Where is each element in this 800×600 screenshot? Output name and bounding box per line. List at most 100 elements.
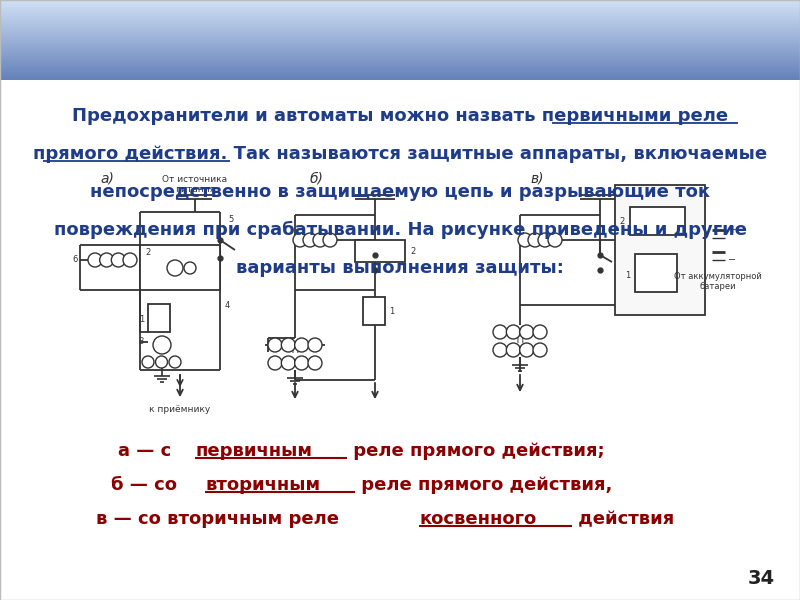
Text: ТТ: ТТ — [289, 345, 301, 355]
Circle shape — [142, 356, 154, 368]
Text: к приёмнику: к приёмнику — [150, 405, 210, 414]
Text: повреждения при срабатывании. На рисунке приведены и другие: повреждения при срабатывании. На рисунке… — [54, 221, 746, 239]
Text: Предохранители и автоматы можно назвать первичными реле: Предохранители и автоматы можно назвать … — [72, 107, 728, 125]
Bar — [0, 57, 800, 59]
Circle shape — [293, 233, 307, 247]
Text: От аккумуляторной
батареи: От аккумуляторной батареи — [674, 272, 762, 292]
Bar — [0, 21, 800, 23]
Bar — [0, 70, 800, 72]
Bar — [0, 38, 800, 40]
Text: варианты выполнения защиты:: варианты выполнения защиты: — [236, 259, 564, 277]
Bar — [0, 22, 800, 24]
Bar — [0, 19, 800, 22]
Bar — [0, 6, 800, 8]
Text: −: − — [728, 255, 736, 265]
Bar — [0, 7, 800, 10]
Bar — [0, 61, 800, 62]
Bar — [0, 16, 800, 17]
Text: 3: 3 — [138, 337, 144, 346]
Bar — [0, 47, 800, 49]
Bar — [0, 14, 800, 16]
Bar — [0, 31, 800, 34]
Circle shape — [528, 233, 542, 247]
Circle shape — [308, 356, 322, 370]
Bar — [140, 245, 220, 290]
Bar — [0, 37, 800, 38]
Circle shape — [294, 356, 309, 370]
Circle shape — [313, 233, 327, 247]
Bar — [0, 55, 800, 58]
Circle shape — [308, 338, 322, 352]
Bar — [0, 77, 800, 79]
Bar — [0, 50, 800, 52]
Bar — [0, 28, 800, 29]
Circle shape — [533, 343, 547, 357]
Bar — [0, 0, 800, 1]
Text: +: + — [728, 225, 736, 235]
Bar — [0, 23, 800, 25]
Bar — [0, 13, 800, 14]
Circle shape — [100, 253, 114, 267]
Text: действия: действия — [571, 510, 674, 528]
Circle shape — [282, 338, 295, 352]
Circle shape — [303, 233, 317, 247]
Text: 1: 1 — [625, 271, 630, 280]
Text: 2: 2 — [620, 217, 625, 226]
Bar — [0, 1, 800, 2]
Circle shape — [184, 262, 196, 274]
Bar — [0, 25, 800, 26]
Bar — [0, 54, 800, 56]
Text: косвенного: косвенного — [419, 510, 537, 528]
Circle shape — [548, 233, 562, 247]
Circle shape — [493, 325, 507, 339]
Circle shape — [88, 253, 102, 267]
Bar — [0, 11, 800, 13]
Text: 6: 6 — [73, 256, 78, 265]
Circle shape — [282, 356, 295, 370]
Circle shape — [268, 338, 282, 352]
Bar — [0, 34, 800, 36]
Circle shape — [155, 356, 167, 368]
Text: в): в) — [530, 172, 543, 186]
Text: 1: 1 — [138, 316, 144, 325]
Bar — [0, 45, 800, 47]
Bar — [0, 26, 800, 28]
Circle shape — [493, 343, 507, 357]
Bar — [0, 2, 800, 4]
Text: в — со вторичным реле: в — со вторичным реле — [96, 510, 345, 528]
Bar — [0, 18, 800, 20]
Bar — [0, 71, 800, 73]
Bar — [0, 69, 800, 71]
Text: реле прямого действия,: реле прямого действия, — [354, 476, 612, 494]
Text: 1: 1 — [389, 307, 394, 316]
Circle shape — [520, 343, 534, 357]
Bar — [0, 4, 800, 5]
Bar — [0, 64, 800, 65]
Circle shape — [268, 356, 282, 370]
Bar — [0, 53, 800, 55]
Bar — [0, 5, 800, 7]
Circle shape — [123, 253, 137, 267]
Text: б — со: б — со — [111, 476, 183, 494]
Bar — [0, 73, 800, 74]
Circle shape — [153, 336, 171, 354]
Bar — [355, 240, 405, 262]
Text: б): б) — [310, 172, 324, 186]
Bar — [0, 76, 800, 77]
Text: 34: 34 — [748, 569, 775, 588]
Bar — [0, 62, 800, 64]
Bar — [0, 52, 800, 53]
Bar — [635, 254, 677, 292]
Circle shape — [111, 253, 126, 267]
Bar — [0, 65, 800, 67]
Text: первичным: первичным — [195, 442, 312, 460]
Text: 5: 5 — [228, 215, 234, 224]
Bar — [0, 66, 800, 68]
Bar — [0, 46, 800, 48]
Bar — [363, 297, 385, 325]
Circle shape — [167, 260, 183, 276]
Text: 2: 2 — [410, 247, 415, 256]
Circle shape — [169, 356, 181, 368]
Bar — [148, 304, 170, 332]
Text: ТТ: ТТ — [514, 335, 526, 345]
